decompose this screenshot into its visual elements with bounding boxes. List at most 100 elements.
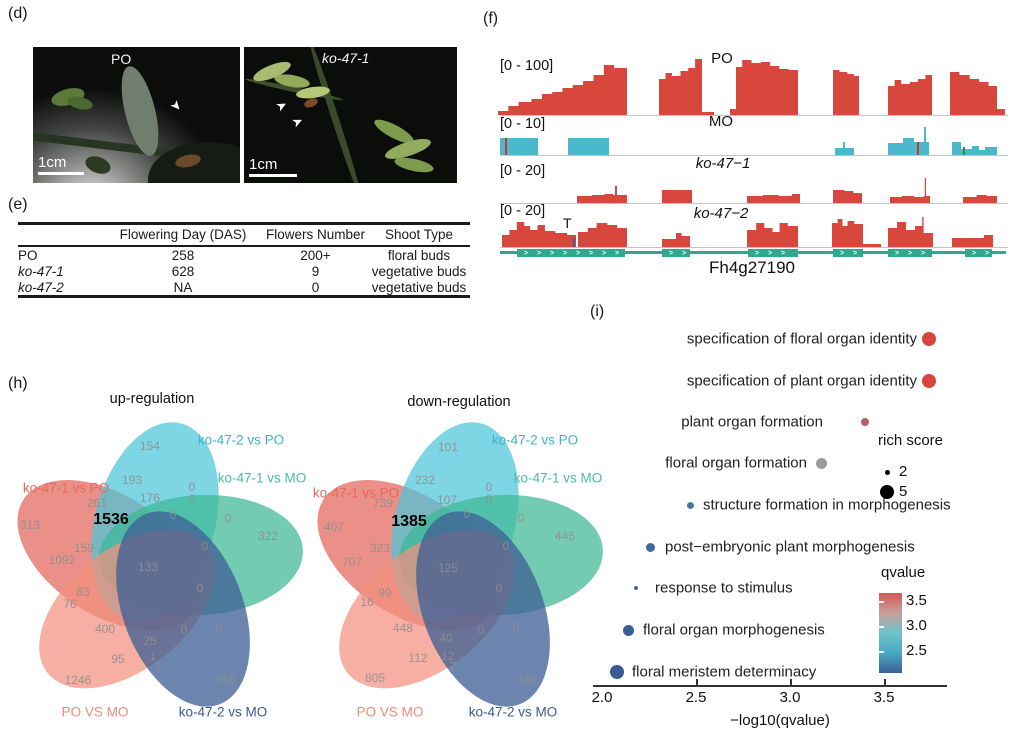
strand-arrow-icon: > (615, 249, 620, 257)
color-legend-tick (879, 626, 884, 628)
go-term-label: plant organ formation (681, 413, 823, 431)
venn-count: 1246 (64, 673, 92, 687)
panel-letter-e: (e) (8, 196, 28, 213)
scale-text: 1cm (38, 154, 67, 171)
table-header: Flowering Day (DAS) (119, 227, 247, 242)
scale-text: 1cm (249, 156, 278, 173)
strand-arrow-icon: > (537, 249, 542, 257)
color-legend-tick (879, 651, 884, 653)
table-cell: vegetative buds (371, 263, 467, 279)
venn-set-label: PO VS MO (61, 704, 129, 720)
scale-bar: 1cm (38, 155, 84, 175)
venn-count: 76 (63, 597, 77, 611)
coverage-block (985, 147, 997, 155)
coverage-block (924, 127, 926, 155)
size-legend-value: 2 (899, 463, 908, 480)
coverage-block (702, 112, 714, 115)
color-legend-title: qvalue (881, 564, 926, 581)
table-cell: ko-47-2 (18, 279, 64, 295)
base-annotation: T (563, 215, 572, 231)
venn-diagrams: up-regulation 154 193 0 0 176 261 1536 313 0 0 322 1… (0, 380, 660, 756)
strand-arrow-icon: > (550, 249, 555, 257)
venn-count: 1092 (48, 553, 76, 567)
venn-count: 0 (517, 511, 525, 525)
strand-arrow-icon: > (781, 249, 786, 257)
photo-label-PO: PO (111, 51, 132, 67)
variant-tick (963, 147, 965, 155)
panel-letter-i: (i) (590, 303, 605, 320)
venn-count: 445 (554, 529, 576, 543)
go-term-dot (922, 332, 937, 346)
coverage-block (952, 235, 993, 247)
coverage-block (863, 244, 881, 247)
venn-count: 739 (372, 496, 394, 510)
x-axis-tick-label: 2.5 (685, 689, 707, 706)
size-legend-dot (884, 469, 890, 475)
venn-set-label: ko-47-1 vs MO (513, 470, 603, 486)
variant-tick (917, 142, 919, 155)
x-axis-tick (696, 679, 698, 685)
go-term-dot (646, 542, 656, 552)
venn-count: 0 (485, 492, 493, 506)
track-baseline (500, 203, 1008, 204)
table-header: Shoot Type (384, 227, 454, 242)
track-baseline (500, 247, 1008, 248)
go-term-label: structure formation in morphogenesis (703, 496, 951, 514)
venn-count: 400 (94, 622, 116, 636)
venn-count: 99 (378, 586, 392, 600)
track-range-label: [0 - 10] (500, 116, 546, 132)
variant-tick (505, 138, 507, 155)
venn-count: 154 (139, 439, 161, 453)
size-legend-dot (880, 485, 894, 499)
panel-letter-d: (d) (8, 5, 28, 22)
strand-arrow-icon: > (908, 249, 913, 257)
track-name-label: MO (708, 113, 734, 130)
table-row: PO 258 200+ floral buds (18, 246, 470, 263)
venn-count: 107 (436, 493, 458, 507)
scale-line (249, 174, 297, 177)
venn-count: 232 (414, 473, 436, 487)
strand-arrow-icon: > (602, 249, 607, 257)
venn-count: 159 (73, 541, 95, 555)
venn-count: 40 (439, 631, 453, 645)
venn-set-label: PO VS MO (356, 704, 424, 720)
table-cell: floral buds (387, 247, 451, 263)
venn-set-label: ko-47-2 vs PO (491, 432, 579, 448)
table-cell: 200+ (300, 247, 331, 263)
strand-arrow-icon: > (853, 249, 858, 257)
gene-exon (833, 248, 863, 257)
venn-count: 133 (137, 560, 159, 574)
coverage-block (963, 195, 997, 203)
coverage-block (952, 142, 961, 155)
strand-arrow-icon: > (682, 249, 687, 257)
coverage-block (833, 70, 859, 115)
venn-count: 0 (201, 539, 209, 553)
gene-exon (888, 248, 932, 257)
venn-count: 448 (392, 621, 414, 635)
strand-arrow-icon: > (921, 249, 926, 257)
venn-count: 125 (437, 561, 459, 575)
venn-set-label: ko-47-2 vs MO (468, 704, 558, 720)
table-row: ko-47-1 628 9 vegetative buds (18, 263, 470, 279)
coverage-block (972, 146, 979, 155)
venn-count: 707 (341, 555, 363, 569)
go-term-dot (622, 624, 634, 636)
venn-count: 0 (188, 492, 196, 506)
table-header: Flowers Number (265, 227, 366, 242)
venn-count: 805 (364, 671, 386, 685)
venn-count: 322 (257, 529, 279, 543)
x-axis-title: −log10(qvalue) (730, 712, 830, 729)
panel-letter-h: (h) (8, 375, 28, 392)
venn-count: 0 (463, 507, 471, 521)
table-row: ko-47-2 NA 0 vegetative buds (18, 279, 470, 297)
venn-count: 2 (449, 659, 457, 673)
venn-count: 313 (19, 518, 41, 532)
track-range-label: [0 - 20] (500, 203, 546, 219)
venn-count: 1385 (391, 513, 427, 530)
venn-count: 83 (76, 585, 90, 599)
table-cell: 258 (171, 247, 195, 263)
go-term-label: floral meristem determinacy (632, 663, 817, 681)
scale-line (38, 172, 84, 175)
venn-count: 0 (485, 480, 493, 494)
coverage-block (843, 142, 845, 155)
